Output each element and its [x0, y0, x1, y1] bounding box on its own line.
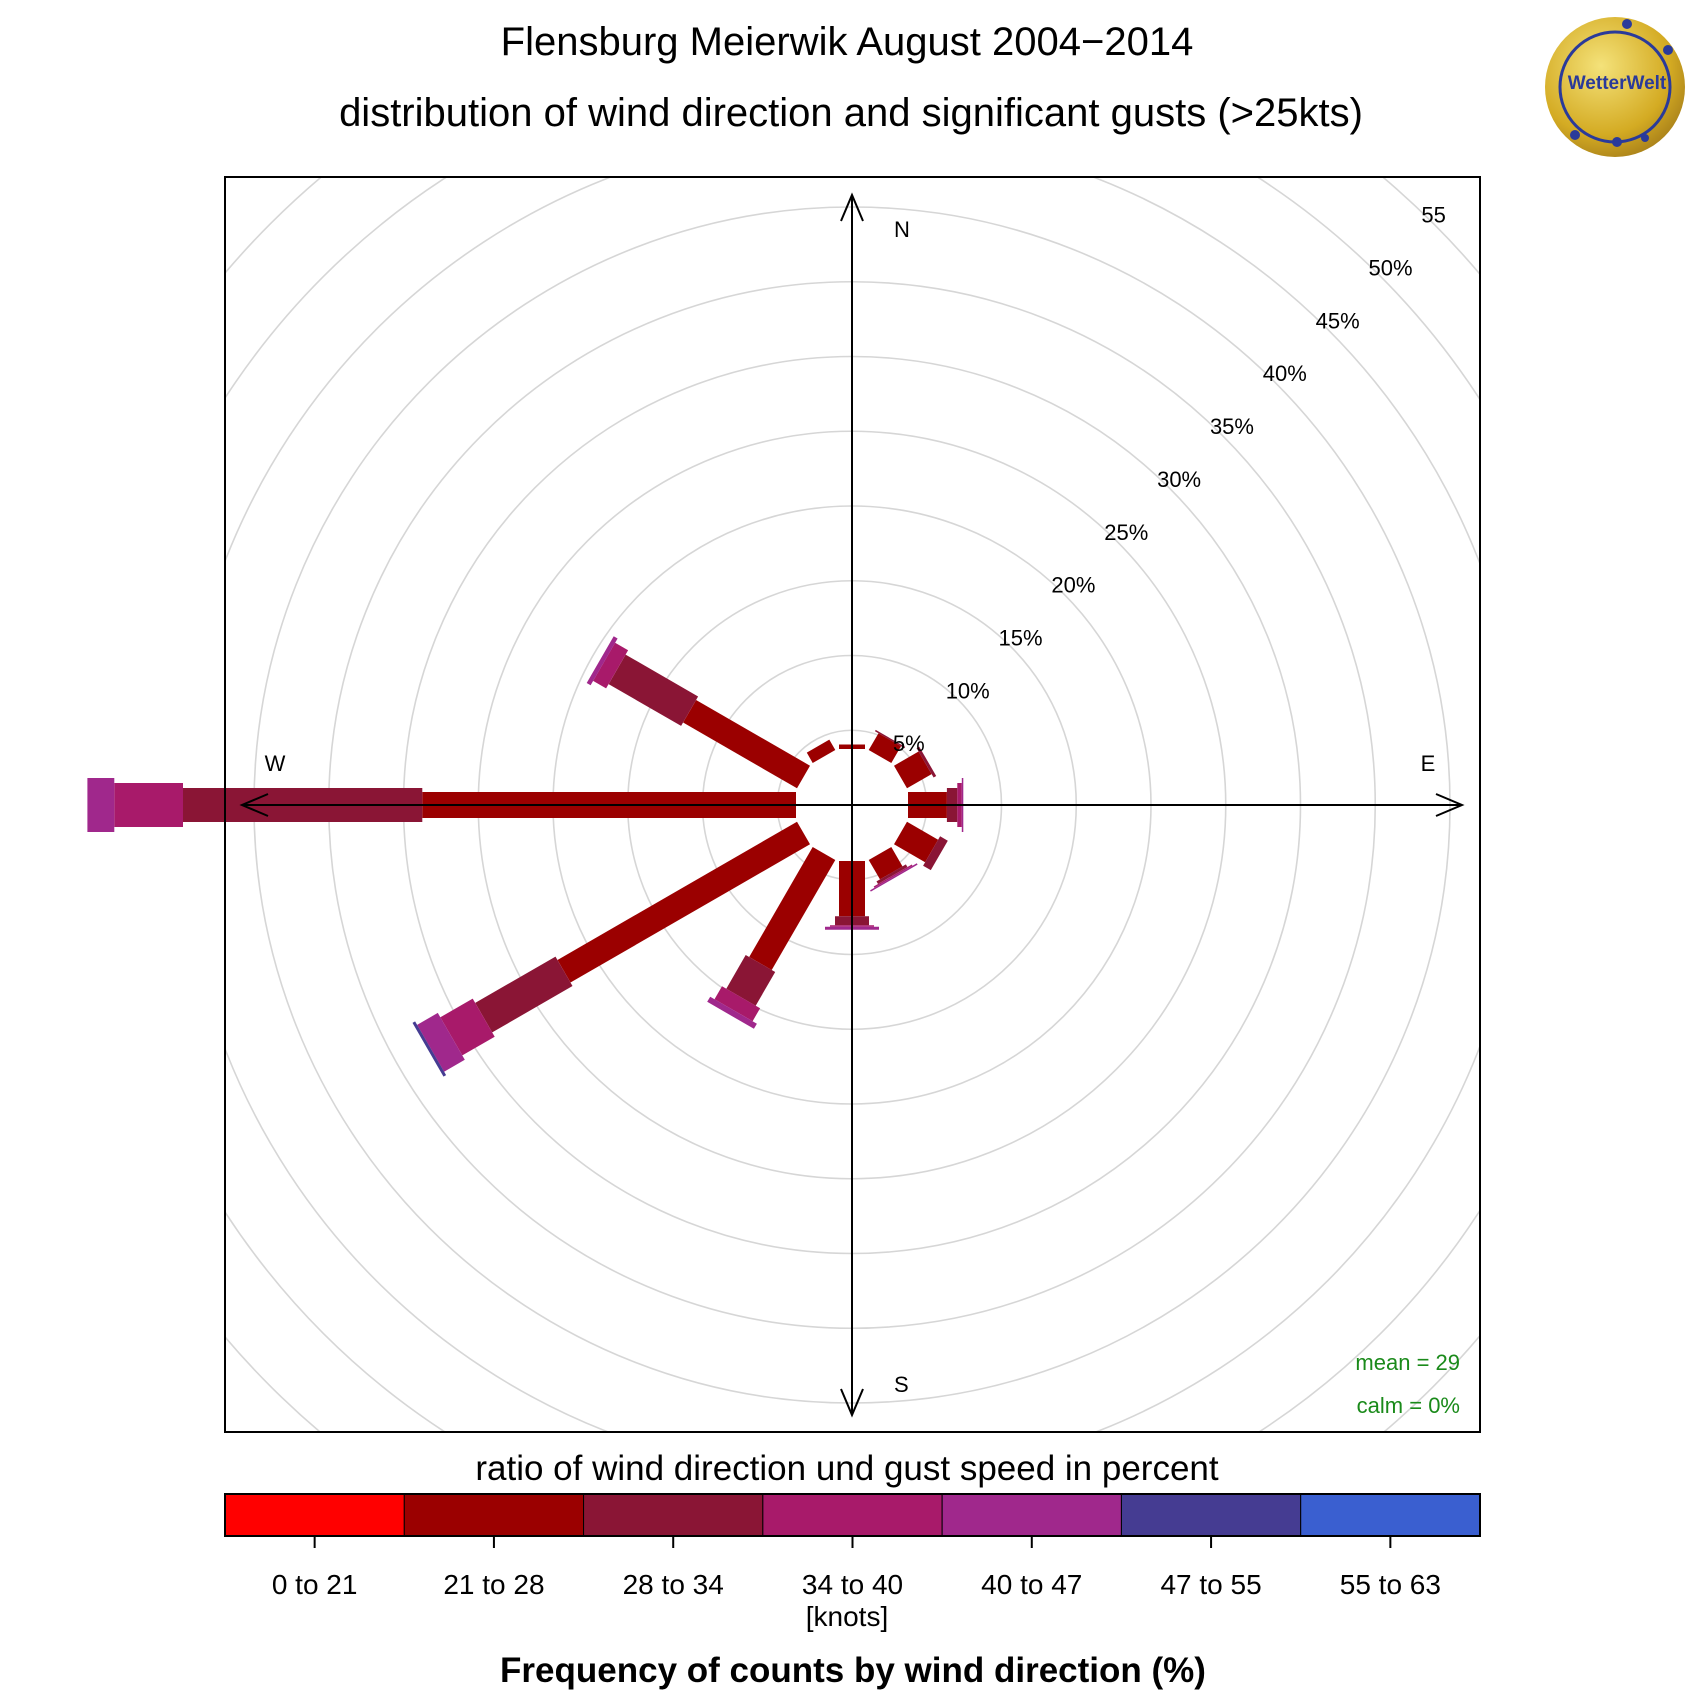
bar-300deg-21-to-28 [683, 700, 810, 789]
legend-label: 40 to 47 [981, 1569, 1082, 1600]
bar-240deg-28-to-34 [475, 956, 573, 1033]
radial-tick-label: 35% [1210, 414, 1254, 439]
radial-tick-label: 40% [1263, 361, 1307, 386]
compass-labels: N E S W [265, 217, 1436, 1397]
legend-swatch-55-to-63 [1300, 1493, 1481, 1537]
bar-30deg-28-to-34 [875, 729, 906, 749]
mean-stat: mean = 29 [1355, 1350, 1460, 1375]
bar-240deg-40-to-47 [417, 1012, 465, 1072]
x-axis-label: Frequency of counts by wind direction (%… [500, 1651, 1206, 1690]
bar-300deg-40-to-47 [586, 636, 618, 686]
legend-swatch-28-to-34 [583, 1493, 764, 1537]
radial-tick-label: 30% [1157, 467, 1201, 492]
legend-swatch-47-to-55 [1120, 1493, 1302, 1537]
west-arrow-icon [239, 793, 269, 817]
legend-frame [224, 1493, 1481, 1537]
bar-60deg-28-to-34 [916, 746, 937, 778]
legend-swatch-21-to-28 [403, 1493, 585, 1537]
legend-label: 0 to 21 [272, 1569, 358, 1600]
legend-swatch-34-to-40 [762, 1493, 943, 1537]
bar-300deg-34-to-40 [593, 642, 629, 689]
chart-title: Flensburg Meierwik August 2004−2014 [501, 20, 1194, 64]
compass-label-w: W [265, 751, 286, 776]
radial-tick-label: 15% [999, 625, 1043, 650]
bar-210deg-28-to-34 [726, 955, 776, 1006]
radial-tick-label: 50% [1368, 256, 1412, 281]
compass-axes [239, 192, 1465, 1418]
radial-tick-labels: 5% 10% 15% 20% 25% 30% 35% 40% 45% 50% 55 [893, 203, 1446, 756]
bar-120deg-21-to-28 [894, 821, 939, 863]
radial-tick-label: 10% [946, 678, 990, 703]
speed-legend: ratio of wind direction und gust speed i… [224, 1449, 1481, 1632]
radial-tick-label: 45% [1316, 308, 1360, 333]
compass-label-n: N [894, 217, 910, 242]
radial-tick-label: 55 [1421, 203, 1445, 228]
legend-swatch-0-to-21 [224, 1493, 405, 1537]
bar-300deg-28-to-34 [608, 654, 699, 726]
compass-label-s: S [894, 1372, 909, 1397]
plot-frame [224, 176, 1481, 1433]
legend-label: 34 to 40 [802, 1569, 903, 1600]
north-arrow-icon [840, 192, 864, 222]
bar-210deg-40-to-47 [707, 996, 757, 1029]
bar-270deg-34-to-40 [114, 783, 183, 827]
compass-label-e: E [1421, 751, 1436, 776]
bar-240deg-21-to-28 [557, 821, 810, 983]
wetterwelt-logo: WetterWelt [1545, 17, 1685, 157]
calm-stat: calm = 0% [1357, 1393, 1460, 1418]
legend-swatch-40-to-47 [941, 1493, 1122, 1537]
legend-title: ratio of wind direction und gust speed i… [475, 1449, 1219, 1488]
radial-tick-label: 5% [893, 731, 925, 756]
legend-label: 21 to 28 [443, 1569, 544, 1600]
bar-240deg-47-to-55 [412, 1021, 447, 1077]
bar-240deg-34-to-40 [440, 998, 495, 1056]
bar-150deg-21-to-28 [868, 847, 903, 880]
bar-330deg-21-to-28 [806, 739, 836, 763]
legend-label: 47 to 55 [1160, 1569, 1261, 1600]
bar-210deg-21-to-28 [749, 847, 836, 970]
chart-subtitle: distribution of wind direction and signi… [339, 91, 1363, 135]
bar-150deg-28-to-34 [876, 864, 908, 884]
bar-150deg-40-to-47 [870, 863, 918, 892]
bar-150deg-34-to-40 [873, 864, 913, 888]
bar-30deg-21-to-28 [868, 733, 901, 763]
plot-area: 5% 10% 15% 20% 25% 30% 35% 40% 45% 50% 55 N E S W mea… [87, 176, 1481, 1433]
radial-tick-label: 20% [1051, 573, 1095, 598]
legend-unit: [knots] [806, 1601, 888, 1632]
east-arrow-icon [1435, 793, 1465, 817]
legend-label: 28 to 34 [623, 1569, 724, 1600]
bar-120deg-28-to-34 [923, 836, 948, 871]
south-arrow-icon [840, 1388, 864, 1418]
bar-210deg-34-to-40 [714, 986, 761, 1022]
radial-tick-label: 25% [1104, 520, 1148, 545]
bar-270deg-40-to-47 [87, 778, 115, 832]
logo-text: WetterWelt [1568, 73, 1667, 94]
bar-60deg-21-to-28 [894, 751, 932, 789]
legend-label: 55 to 63 [1340, 1569, 1441, 1600]
